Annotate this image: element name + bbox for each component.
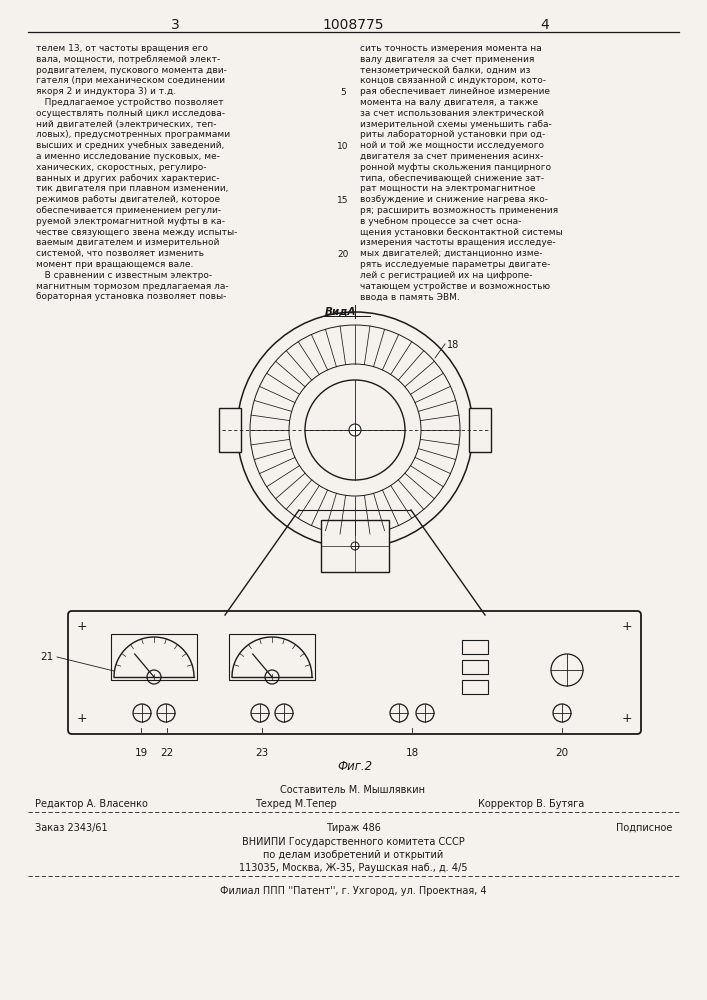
Text: Заказ 2343/61: Заказ 2343/61 xyxy=(35,823,107,833)
Text: за счет использования электрической: за счет использования электрической xyxy=(360,109,544,118)
Text: ввода в память ЭВМ.: ввода в память ЭВМ. xyxy=(360,292,460,301)
Circle shape xyxy=(147,670,161,684)
Text: +: + xyxy=(621,712,632,724)
Text: типа, обеспечивающей снижение зат-: типа, обеспечивающей снижение зат- xyxy=(360,174,544,183)
Text: чатающем устройстве и возможностью: чатающем устройстве и возможностью xyxy=(360,282,550,291)
Text: 4: 4 xyxy=(541,18,549,32)
Text: гателя (при механическом соединении: гателя (при механическом соединении xyxy=(36,76,225,85)
Text: 20: 20 xyxy=(337,250,349,259)
Text: рая обеспечивает линейное измерение: рая обеспечивает линейное измерение xyxy=(360,87,550,96)
Text: вала, мощности, потребляемой элект-: вала, мощности, потребляемой элект- xyxy=(36,55,221,64)
Text: 10: 10 xyxy=(337,142,349,151)
Text: момент при вращающемся вале.: момент при вращающемся вале. xyxy=(36,260,194,269)
Text: телем 13, от частоты вращения его: телем 13, от частоты вращения его xyxy=(36,44,208,53)
Bar xyxy=(462,680,488,694)
Text: ронной муфты скольжения панцирного: ронной муфты скольжения панцирного xyxy=(360,163,551,172)
Text: 21: 21 xyxy=(40,652,54,662)
Bar xyxy=(229,634,315,680)
Text: 18: 18 xyxy=(405,748,419,758)
Text: Техред М.Тепер: Техред М.Тепер xyxy=(255,799,337,809)
Text: сить точность измерения момента на: сить точность измерения момента на xyxy=(360,44,542,53)
Text: возбуждение и снижение нагрева яко-: возбуждение и снижение нагрева яко- xyxy=(360,195,548,204)
Text: 22: 22 xyxy=(160,748,174,758)
Text: +: + xyxy=(76,712,87,724)
Bar xyxy=(462,660,488,674)
Text: 19: 19 xyxy=(134,748,148,758)
Text: в учебном процессе за счет осна-: в учебном процессе за счет осна- xyxy=(360,217,521,226)
Text: родвигателем, пускового момента дви-: родвигателем, пускового момента дви- xyxy=(36,66,227,75)
Text: 3: 3 xyxy=(170,18,180,32)
Circle shape xyxy=(349,424,361,436)
Text: момента на валу двигателя, а также: момента на валу двигателя, а также xyxy=(360,98,538,107)
Text: рять исследуемые параметры двигате-: рять исследуемые параметры двигате- xyxy=(360,260,550,269)
Text: щения установки бесконтактной системы: щения установки бесконтактной системы xyxy=(360,228,563,237)
Text: руемой электромагнитной муфты в ка-: руемой электромагнитной муфты в ка- xyxy=(36,217,225,226)
Text: Подписное: Подписное xyxy=(616,823,672,833)
Text: а именно исследование пусковых, ме-: а именно исследование пусковых, ме- xyxy=(36,152,220,161)
Text: Тираж 486: Тираж 486 xyxy=(325,823,380,833)
Text: 1008775: 1008775 xyxy=(322,18,384,32)
Bar xyxy=(462,640,488,654)
Circle shape xyxy=(265,670,279,684)
Text: 23: 23 xyxy=(255,748,269,758)
Text: рат мощности на электромагнитное: рат мощности на электромагнитное xyxy=(360,184,535,193)
Text: 20: 20 xyxy=(556,748,568,758)
Bar xyxy=(321,520,389,572)
Text: якоря 2 и индуктора 3) и т.д.: якоря 2 и индуктора 3) и т.д. xyxy=(36,87,176,96)
Text: ний двигателей (электрических, теп-: ний двигателей (электрических, теп- xyxy=(36,120,216,129)
Text: Предлагаемое устройство позволяет: Предлагаемое устройство позволяет xyxy=(36,98,223,107)
Text: по делам изобретений и открытий: по делам изобретений и открытий xyxy=(263,850,443,860)
Text: 113035, Москва, Ж-35, Раушская наб., д. 4/5: 113035, Москва, Ж-35, Раушская наб., д. … xyxy=(239,863,467,873)
Text: тик двигателя при плавном изменении,: тик двигателя при плавном изменении, xyxy=(36,184,228,193)
Text: режимов работы двигателей, которое: режимов работы двигателей, которое xyxy=(36,195,220,204)
Text: Филиал ППП ''Патент'', г. Ухгород, ул. Проектная, 4: Филиал ППП ''Патент'', г. Ухгород, ул. П… xyxy=(220,886,486,896)
Text: ВНИИПИ Государственного комитета СССР: ВНИИПИ Государственного комитета СССР xyxy=(242,837,464,847)
Text: магнитным тормозом предлагаемая ла-: магнитным тормозом предлагаемая ла- xyxy=(36,282,228,291)
Text: +: + xyxy=(621,620,632,634)
Text: системой, что позволяет изменить: системой, что позволяет изменить xyxy=(36,249,204,258)
Text: бораторная установка позволяет повы-: бораторная установка позволяет повы- xyxy=(36,292,226,301)
Text: ВидА: ВидА xyxy=(325,307,356,317)
Text: ваемым двигателем и измерительной: ваемым двигателем и измерительной xyxy=(36,238,219,247)
Text: обеспечивается применением регули-: обеспечивается применением регули- xyxy=(36,206,221,215)
Text: ванных и других рабочих характерис-: ванных и других рабочих характерис- xyxy=(36,174,219,183)
Bar xyxy=(469,408,491,452)
Text: мых двигателей; дистанционно изме-: мых двигателей; дистанционно изме- xyxy=(360,249,542,258)
Text: риты лабораторной установки при од-: риты лабораторной установки при од- xyxy=(360,130,545,139)
Text: 15: 15 xyxy=(337,196,349,205)
Text: измерительной схемы уменьшить габа-: измерительной схемы уменьшить габа- xyxy=(360,120,551,129)
Text: высших и средних учебных заведений,: высших и средних учебных заведений, xyxy=(36,141,224,150)
Text: лей с регистрацией их на цифропе-: лей с регистрацией их на цифропе- xyxy=(360,271,532,280)
Text: В сравнении с известным электро-: В сравнении с известным электро- xyxy=(36,271,212,280)
Text: осуществлять полный цикл исследова-: осуществлять полный цикл исследова- xyxy=(36,109,225,118)
Text: двигателя за счет применения асинх-: двигателя за счет применения асинх- xyxy=(360,152,544,161)
Text: честве связующего звена между испыты-: честве связующего звена между испыты- xyxy=(36,228,238,237)
Text: Фиг.2: Фиг.2 xyxy=(337,760,373,773)
Text: Составитель М. Мышлявкин: Составитель М. Мышлявкин xyxy=(281,785,426,795)
Text: Корректор В. Бутяга: Корректор В. Бутяга xyxy=(478,799,584,809)
Text: тензометрической балки, одним из: тензометрической балки, одним из xyxy=(360,66,530,75)
Text: 18: 18 xyxy=(447,340,460,350)
FancyBboxPatch shape xyxy=(68,611,641,734)
Bar xyxy=(111,634,197,680)
Text: измерения частоты вращения исследуе-: измерения частоты вращения исследуе- xyxy=(360,238,556,247)
Bar xyxy=(219,408,241,452)
Text: +: + xyxy=(76,620,87,634)
Text: ря; расширить возможность применения: ря; расширить возможность применения xyxy=(360,206,558,215)
Text: валу двигателя за счет применения: валу двигателя за счет применения xyxy=(360,55,534,64)
Text: концов связанной с индуктором, кото-: концов связанной с индуктором, кото- xyxy=(360,76,546,85)
Text: Редактор А. Власенко: Редактор А. Власенко xyxy=(35,799,148,809)
Text: 5: 5 xyxy=(340,88,346,97)
Text: ной и той же мощности исследуемого: ной и той же мощности исследуемого xyxy=(360,141,544,150)
Text: ханических, скоростных, регулиро-: ханических, скоростных, регулиро- xyxy=(36,163,206,172)
Text: ловых), предусмотренных программами: ловых), предусмотренных программами xyxy=(36,130,230,139)
